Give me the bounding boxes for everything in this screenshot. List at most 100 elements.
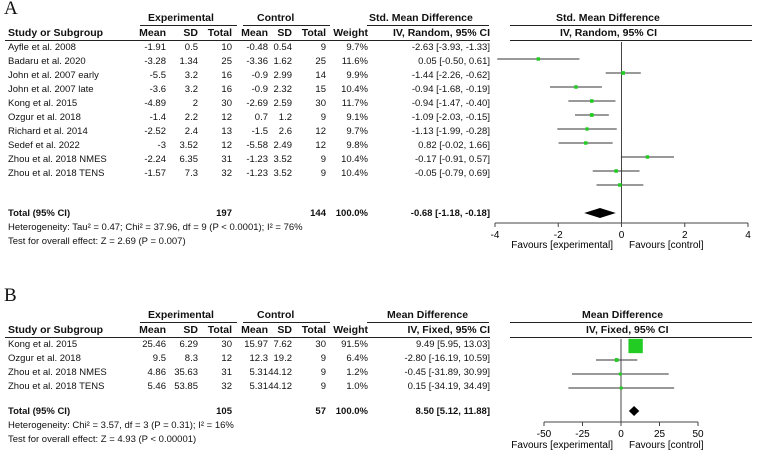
- panel-a-row-c-mean: -0.48: [246, 42, 268, 53]
- panel-b-row-e-sd: 8.3: [184, 353, 198, 364]
- panel-b-col-exp-sd: SD: [183, 324, 198, 336]
- panel-a-row-ci: -0.94 [-1.68, -0.19]: [411, 84, 490, 95]
- panel-a-row-e-total: 31: [221, 154, 232, 165]
- panel-b-col-exp-mean: Mean: [139, 324, 166, 336]
- panel-a-row-c-total: 9: [320, 154, 326, 165]
- panel-b-row-weight: 1.0%: [346, 381, 368, 392]
- panel-a-total-ci: -0.68 [-1.18, -0.18]: [410, 208, 490, 219]
- panel-a-row-e-sd: 0.5: [184, 42, 198, 53]
- panel-a-plot-header-rule: [510, 40, 752, 41]
- panel-a-row-c-mean: -5.58: [246, 140, 268, 151]
- point-estimate: [618, 183, 622, 187]
- panel-b-col-ctl-total: Total: [301, 324, 326, 336]
- panel-a-row-e-mean: -5.5: [149, 70, 166, 81]
- panel-a-row-e-mean: -1.57: [144, 168, 166, 179]
- panel-a-row-c-total: 9: [320, 168, 326, 179]
- panel-a-row-e-sd: 3.2: [184, 84, 198, 95]
- panel-a-row-study: Badaru et al. 2020: [8, 56, 86, 67]
- panel-a-row-weight: 11.6%: [341, 56, 368, 67]
- panel-b-experimental-header: Experimental: [148, 309, 214, 321]
- panel-a-row-e-total: 10: [221, 42, 232, 53]
- pooled-diamond: [584, 208, 616, 218]
- point-estimate: [589, 99, 594, 103]
- panel-a-row-weight: 9.7%: [346, 126, 368, 137]
- panel-a-col-exp-mean: Mean: [139, 27, 166, 39]
- panel-b-row-study: Zhou et al. 2018 NMES: [8, 367, 107, 378]
- x-tick-label: 4: [745, 230, 751, 241]
- panel-a-row-e-total: 16: [221, 84, 232, 95]
- panel-b-favours-experimental: Favours [experimental]: [511, 440, 613, 451]
- panel-b-effect-header: Mean Difference: [387, 309, 469, 321]
- panel-a-row-weight: 10.4%: [341, 84, 368, 95]
- panel-a-col-exp-sd: SD: [183, 27, 198, 39]
- panel-b-row-e-total: 12: [221, 353, 232, 364]
- panel-b-row-e-mean: 25.46: [142, 339, 166, 350]
- panel-a-row-c-total: 12: [315, 126, 326, 137]
- panel-b-label: B: [4, 285, 17, 306]
- panel-a-row-e-mean: -2.24: [144, 154, 166, 165]
- panel-b-row-c-mean: 15.97: [244, 339, 268, 350]
- panel-a-row-ci: -0.17 [-0.91, 0.57]: [415, 154, 490, 165]
- panel-a-row-e-total: 13: [221, 126, 232, 137]
- panel-b-row-c-mean: 5.31: [249, 381, 269, 392]
- panel-b-row-e-sd: 53.85: [174, 381, 198, 392]
- panel-a-row-c-sd: 1.2: [278, 112, 292, 123]
- panel-a-row-c-sd: 1.62: [273, 56, 293, 67]
- panel-a-row-e-sd: 2: [192, 98, 198, 109]
- panel-a-row-weight: 10.4%: [341, 154, 368, 165]
- panel-b-row-c-total: 9: [320, 353, 326, 364]
- panel-a-col-study: Study or Subgroup: [8, 27, 104, 39]
- panel-a-row-e-sd: 7.3: [184, 168, 198, 179]
- panel-a-row-c-total: 9: [320, 42, 326, 53]
- x-tick-label: -2: [554, 230, 563, 241]
- panel-b-plot-header-rule: [510, 337, 752, 338]
- panel-a-row-ci: -2.63 [-3.93, -1.33]: [411, 42, 490, 53]
- panel-a-row-weight: 10.4%: [341, 168, 368, 179]
- panel-a-overall-effect: Test for overall effect: Z = 2.69 (P = 0…: [8, 236, 186, 247]
- x-tick-label: 2: [682, 230, 688, 241]
- panel-a-row-study: Richard et al. 2014: [8, 126, 88, 137]
- panel-a-row-e-mean: -2.52: [144, 126, 166, 137]
- panel-b-total-label: Total (95% CI): [8, 406, 71, 417]
- panel-b-total-exp: 105: [216, 406, 232, 417]
- panel-a-row-e-mean: -1.4: [149, 112, 166, 123]
- panel-a-col-ci: IV, Random, 95% CI: [392, 27, 490, 39]
- panel-b-row-c-mean: 5.31: [249, 367, 269, 378]
- panel-a-row-weight: 11.7%: [341, 98, 368, 109]
- panel-b-col-ctl-sd: SD: [277, 324, 292, 336]
- panel-a-row-study: John et al. 2007 early: [8, 70, 99, 81]
- panel-a-col-weight: Weight: [333, 27, 368, 39]
- panel-b-row-study: Zhou et al. 2018 TENS: [8, 381, 105, 392]
- panel-a-row-c-total: 9: [320, 112, 326, 123]
- panel-a-row-c-total: 25: [315, 56, 326, 67]
- panel-a-row-c-sd: 2.99: [273, 70, 293, 81]
- panel-a-col-ctl-mean: Mean: [241, 27, 268, 39]
- panel-a-row-e-mean: -3: [157, 140, 166, 151]
- panel-a-row-c-sd: 3.52: [273, 154, 293, 165]
- panel-a-row-weight: 9.1%: [346, 112, 368, 123]
- panel-a-row-weight: 9.8%: [346, 140, 368, 151]
- panel-b-control-rule: [243, 322, 330, 323]
- panel-a-row-c-total: 15: [315, 84, 326, 95]
- panel-b-row-ci: 9.49 [5.95, 13.03]: [416, 339, 490, 350]
- panel-a-row-ci: -1.09 [-2.03, -0.15]: [411, 112, 490, 123]
- panel-a-row-e-total: 25: [221, 56, 232, 67]
- panel-a-row-ci: -0.05 [-0.79, 0.69]: [415, 168, 490, 179]
- panel-b-row-c-sd: 19.2: [273, 353, 293, 364]
- panel-a-col-exp-total: Total: [207, 27, 232, 39]
- panel-a-row-e-mean: -1.91: [144, 42, 166, 53]
- panel-a-total-weight: 100.0%: [335, 208, 368, 219]
- panel-a-forest-plot: Favours [experimental] Favours [control]…: [491, 42, 751, 251]
- panel-a-row-e-total: 30: [221, 98, 232, 109]
- panel-b-total-ctl: 57: [315, 406, 326, 417]
- panel-b-overall-effect: Test for overall effect: Z = 4.93 (P < 0…: [8, 434, 197, 445]
- panel-a-row-e-total: 12: [221, 112, 232, 123]
- point-estimate: [614, 358, 619, 362]
- x-tick-label: 50: [692, 429, 704, 440]
- panel-b-row-weight: 1.2%: [346, 367, 368, 378]
- x-tick-label: 0: [618, 429, 624, 440]
- panel-a-row-e-mean: -3.6: [149, 84, 166, 95]
- panel-b-heterogeneity: Heterogeneity: Chi² = 3.57, df = 3 (P = …: [8, 420, 234, 431]
- panel-a-row-c-mean: -0.9: [251, 84, 268, 95]
